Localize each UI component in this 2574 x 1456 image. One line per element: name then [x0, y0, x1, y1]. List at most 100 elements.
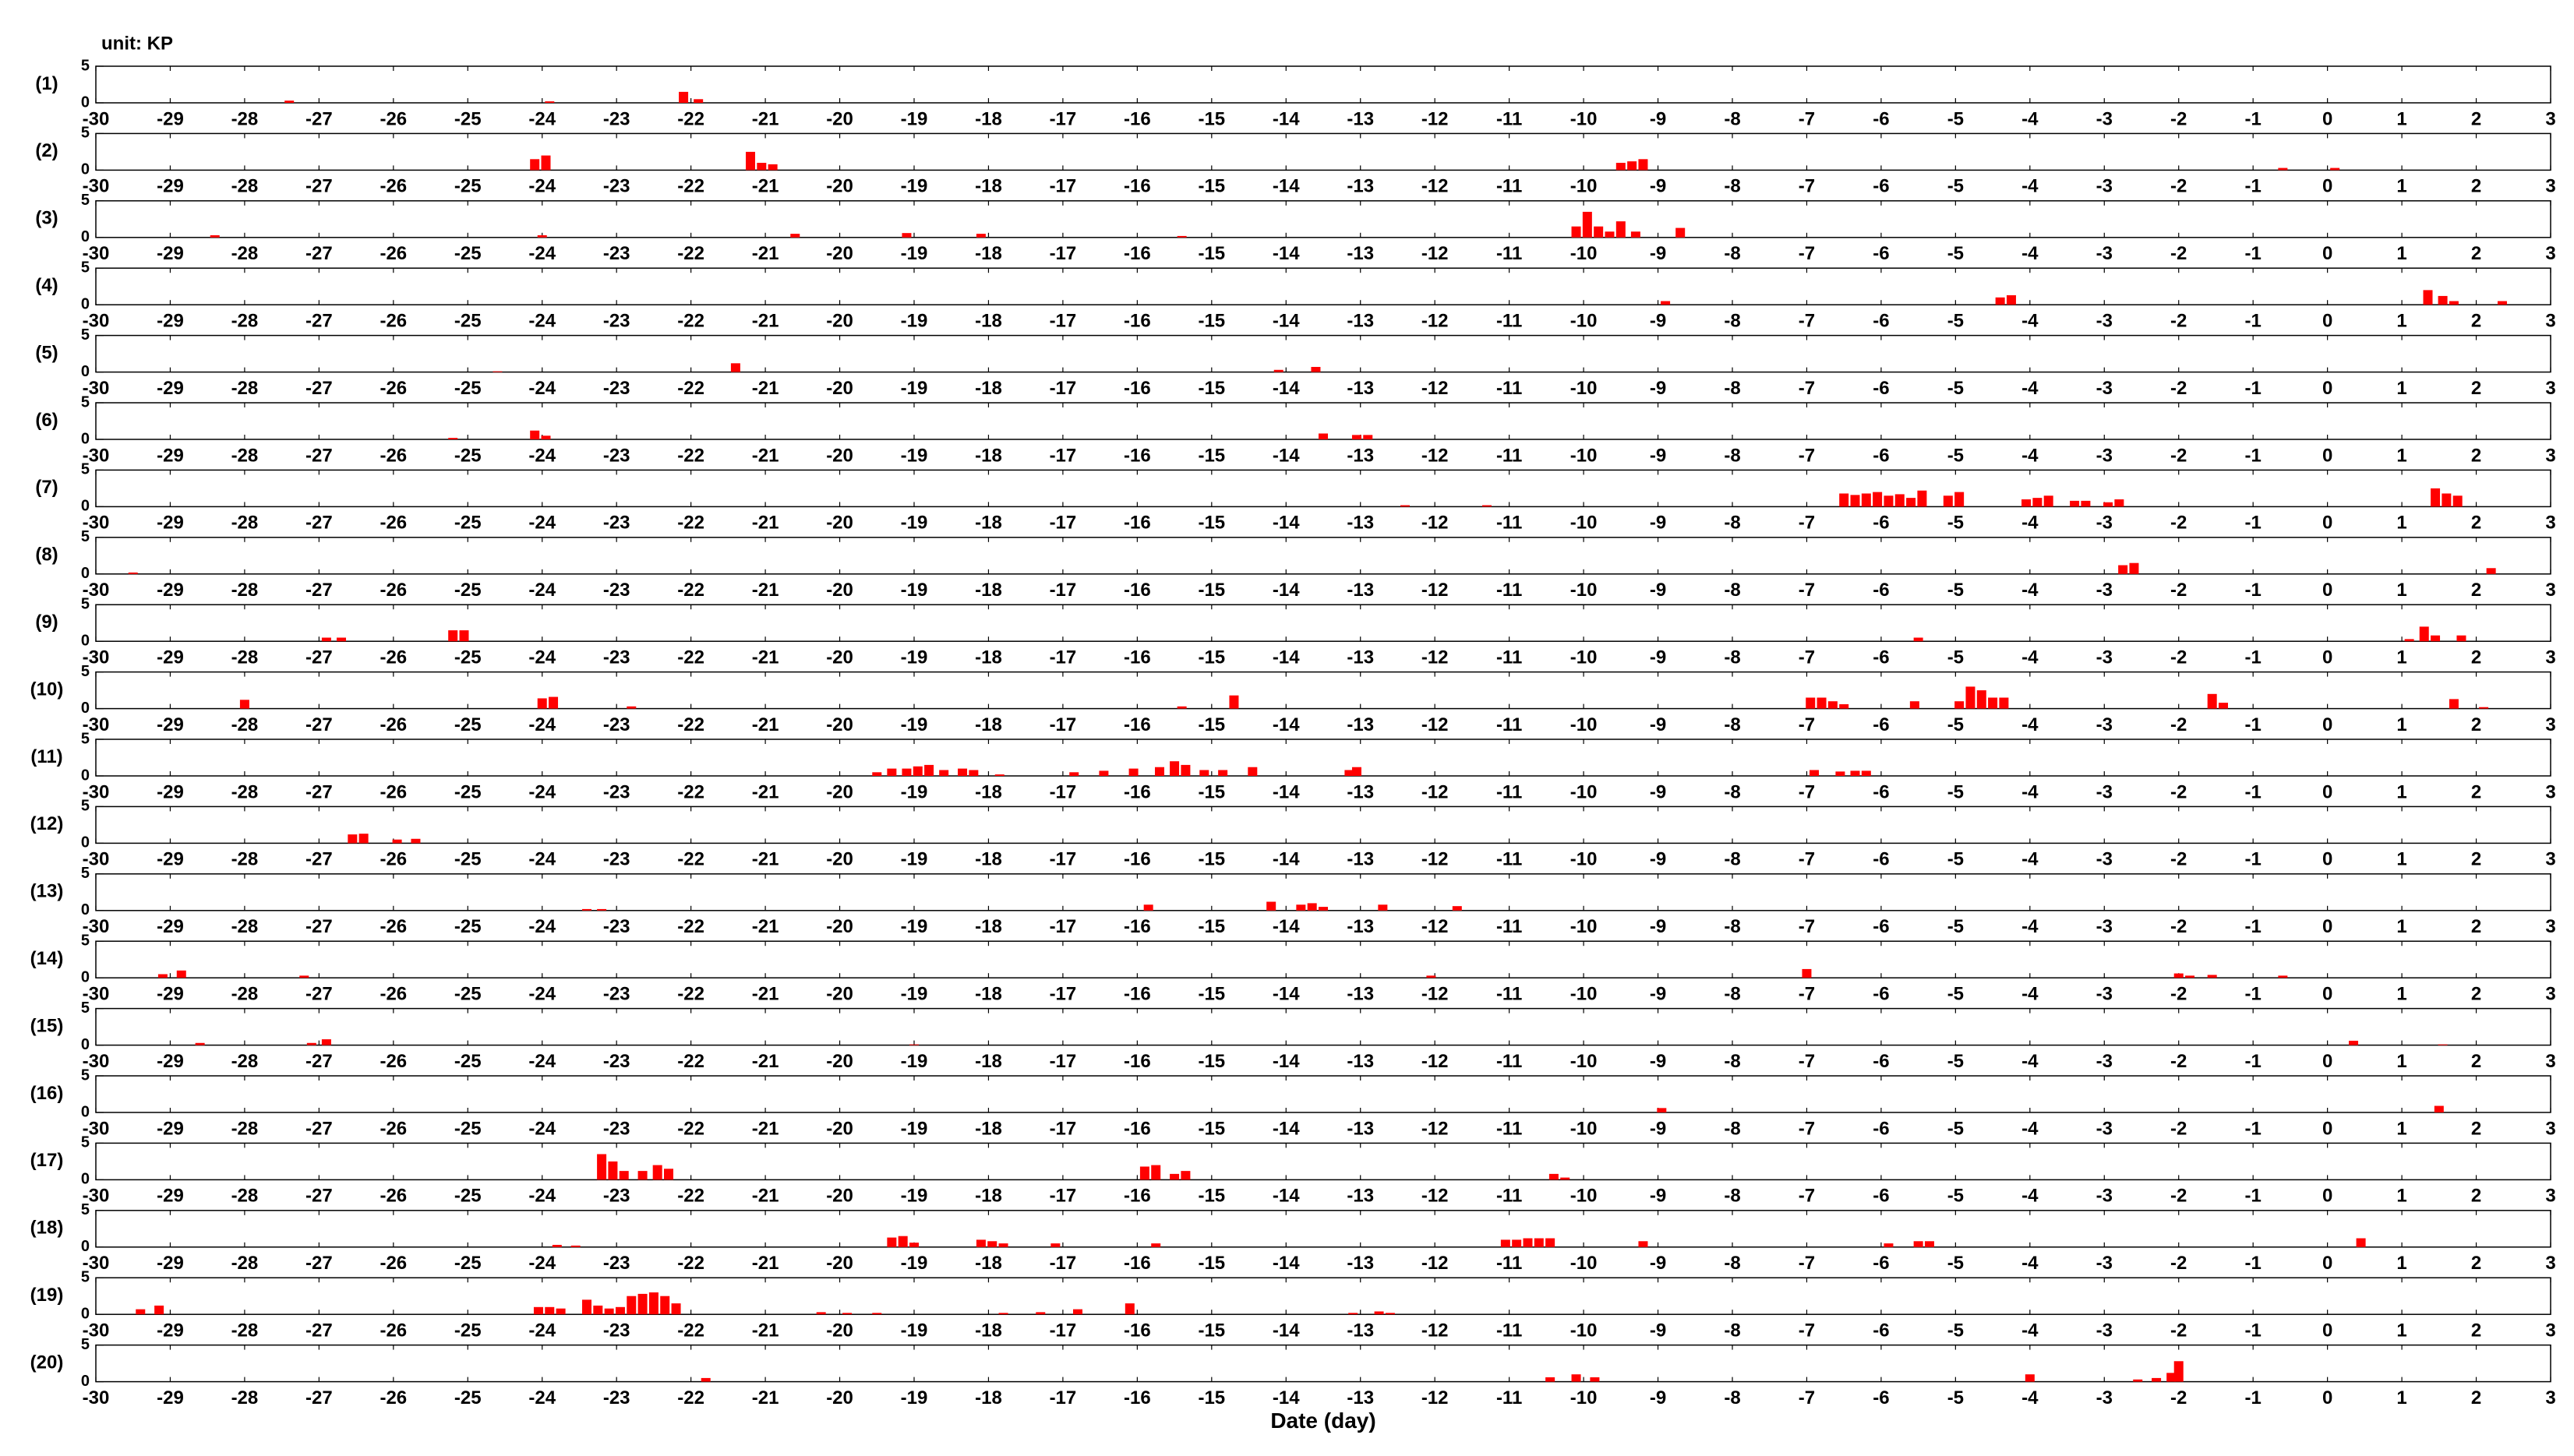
x-tick-label: -3 [2096, 243, 2113, 264]
x-tick-label: -30 [83, 580, 110, 601]
bar [976, 234, 986, 238]
x-tick-label: 2 [2471, 513, 2481, 534]
x-tick-label: 3 [2545, 984, 2555, 1005]
x-tick-label: -24 [528, 243, 556, 264]
x-tick-label: 0 [2322, 1320, 2332, 1341]
bar [1909, 701, 1919, 709]
x-tick-label: 0 [2322, 781, 2332, 802]
x-tick-label: -2 [2170, 243, 2187, 264]
x-tick-label: -11 [1496, 445, 1522, 466]
x-tick-label: -14 [1273, 714, 1300, 735]
bar [2431, 635, 2441, 642]
x-tick-label: -8 [1724, 108, 1740, 129]
x-tick-label: -18 [975, 1051, 1002, 1072]
bar [2114, 499, 2124, 507]
x-tick-label: -22 [677, 1186, 704, 1207]
x-tick-label: -13 [1347, 1118, 1374, 1139]
bar [2173, 973, 2184, 978]
x-tick-label: -21 [752, 1051, 779, 1072]
bar [1512, 1239, 1522, 1247]
x-tick-label: -22 [677, 1253, 704, 1274]
x-tick-label: -26 [380, 849, 407, 870]
x-tick-label: -28 [231, 1320, 259, 1341]
x-tick-label: -2 [2170, 311, 2187, 332]
bar [1036, 1312, 1046, 1315]
x-tick-label: -5 [1947, 513, 1964, 534]
x-tick-label: -6 [1873, 580, 1889, 601]
x-tick-label: -2 [2170, 445, 2187, 466]
bar [1965, 686, 1976, 709]
x-tick-label: -30 [83, 1186, 110, 1207]
x-tick-label: -22 [677, 849, 704, 870]
x-tick-label: -22 [677, 311, 704, 332]
x-tick-label: -13 [1347, 108, 1374, 129]
x-tick-label: -27 [305, 445, 333, 466]
x-tick-label: 1 [2396, 916, 2406, 937]
x-tick-label: -5 [1947, 647, 1964, 668]
bar [872, 772, 882, 776]
x-tick-label: -10 [1570, 714, 1598, 735]
x-tick-label: -5 [1947, 1387, 1964, 1408]
bar [627, 706, 637, 709]
y-tick-label: 5 [81, 1336, 90, 1353]
x-tick-label: -7 [1799, 916, 1815, 937]
x-tick-label: -24 [528, 176, 556, 197]
x-tick-label: -13 [1347, 714, 1374, 735]
bar [1344, 770, 1354, 776]
x-tick-label: -17 [1050, 1387, 1077, 1408]
bar [2207, 975, 2217, 978]
x-tick-label: -16 [1124, 1387, 1151, 1408]
x-tick-label: -17 [1050, 108, 1077, 129]
x-tick-label: -2 [2170, 916, 2187, 937]
x-tick-label: -23 [603, 647, 630, 668]
x-tick-label: -6 [1873, 108, 1889, 129]
x-tick-label: -28 [231, 916, 259, 937]
bar [545, 1306, 555, 1315]
x-tick-label: 1 [2396, 1253, 2406, 1274]
x-tick-label: -3 [2096, 849, 2113, 870]
x-tick-label: -19 [901, 311, 928, 332]
bar [887, 1237, 897, 1247]
x-tick-label: -21 [752, 1253, 779, 1274]
x-tick-label: 0 [2322, 647, 2332, 668]
x-tick-label: -7 [1799, 1320, 1815, 1341]
x-tick-label: -26 [380, 1320, 407, 1341]
x-tick-label: -20 [826, 176, 853, 197]
x-tick-label: -28 [231, 580, 259, 601]
x-tick-label: -9 [1650, 513, 1666, 534]
x-tick-label: -10 [1570, 580, 1598, 601]
bar [1810, 770, 1819, 776]
x-tick-label: -29 [157, 984, 184, 1005]
panel-label: (12) [30, 813, 64, 834]
x-tick-label: -25 [454, 1387, 482, 1408]
x-tick-label: -4 [2021, 1118, 2039, 1139]
bar [790, 234, 800, 238]
bar [2278, 975, 2288, 978]
x-tick-label: -11 [1496, 1051, 1522, 1072]
x-tick-label: -15 [1198, 1051, 1225, 1072]
bar [671, 1303, 681, 1315]
x-tick-label: -5 [1947, 1051, 1964, 1072]
bar [1999, 697, 2009, 709]
bar [701, 1377, 711, 1382]
bar [1311, 367, 1321, 372]
x-tick-label: -25 [454, 1186, 482, 1207]
x-tick-label: -7 [1799, 647, 1815, 668]
bar [284, 100, 295, 103]
bar [1181, 764, 1191, 776]
x-tick-label: -27 [305, 243, 333, 264]
y-tick-label: 0 [81, 1305, 90, 1322]
x-tick-label: -21 [752, 378, 779, 399]
x-tick-label: -23 [603, 176, 630, 197]
bar [1615, 163, 1626, 171]
bar [570, 1245, 581, 1247]
panel-frame [95, 334, 2551, 373]
bar [679, 91, 689, 103]
x-tick-label: 2 [2471, 1253, 2481, 1274]
x-tick-label: -2 [2170, 108, 2187, 129]
x-tick-label: -22 [677, 580, 704, 601]
x-tick-label: -29 [157, 916, 184, 937]
x-tick-label: -15 [1198, 1253, 1225, 1274]
bar [1827, 701, 1838, 709]
x-tick-label: 3 [2545, 1320, 2555, 1341]
